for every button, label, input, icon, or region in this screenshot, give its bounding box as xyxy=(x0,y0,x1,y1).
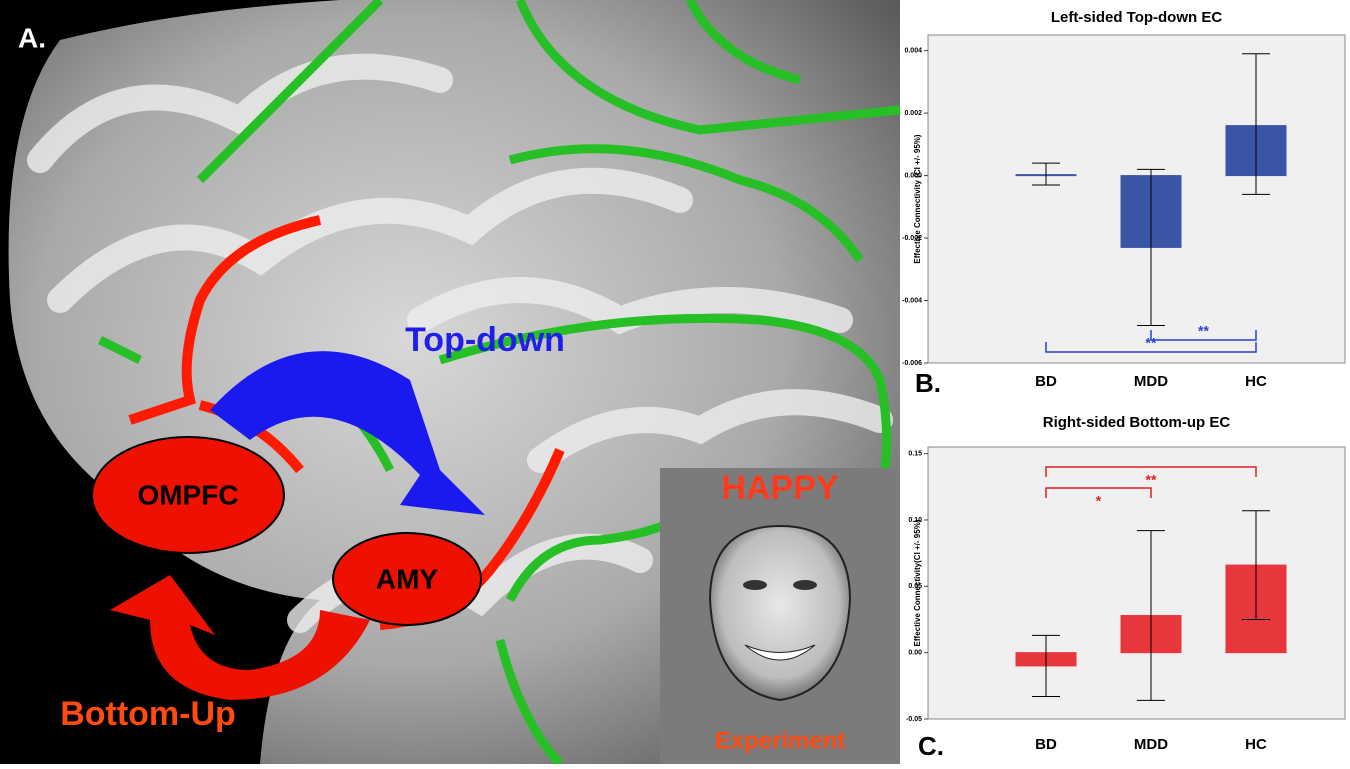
y-tick-label: 0.10 xyxy=(908,517,922,524)
top-down-label: Top-down xyxy=(405,321,565,359)
y-tick-label: -0.006 xyxy=(902,360,922,367)
chart-title: Right-sided Bottom-up EC xyxy=(1043,414,1231,431)
panel-label: A. xyxy=(18,22,46,53)
bar-chart: Left-sided Top-down EC B. Effective Connec… xyxy=(902,9,1345,398)
y-tick-label: 0.15 xyxy=(908,450,922,457)
page: {"brain_panel": {"panel_label": "A.", "t… xyxy=(0,0,1350,764)
eye xyxy=(743,580,767,590)
figure: A. Top-down OMPFC AMY Bottom-Up HAPPY Ex… xyxy=(0,0,1350,764)
x-tick-label: HC xyxy=(1245,373,1267,390)
x-tick-label: HC xyxy=(1245,736,1267,753)
y-tick-label: -0.05 xyxy=(906,716,922,723)
y-tick-label: 0.004 xyxy=(904,47,922,54)
significance-label: ** xyxy=(1146,472,1157,488)
bottom-up-label: Bottom-Up xyxy=(60,695,236,733)
significance-label: ** xyxy=(1146,335,1157,351)
x-tick-label: MDD xyxy=(1134,736,1168,753)
significance-label: ** xyxy=(1198,323,1209,339)
y-tick-label: 0.05 xyxy=(908,583,922,590)
x-tick-label: MDD xyxy=(1134,373,1168,390)
y-axis-label: Effective Connectivity (CI +/- 95%) xyxy=(913,134,922,263)
x-tick-label: BD xyxy=(1035,736,1057,753)
y-tick-label: 0.000 xyxy=(904,172,922,179)
bar-chart: Right-sided Bottom-up ECC.Effective Conn… xyxy=(906,414,1345,761)
amy-label: AMY xyxy=(376,563,439,594)
y-tick-label: 0.00 xyxy=(908,650,922,657)
emotion-label: HAPPY xyxy=(721,469,838,507)
significance-label: * xyxy=(1096,493,1102,509)
brain-panel: A. Top-down OMPFC AMY Bottom-Up HAPPY Ex… xyxy=(0,0,900,764)
y-tick-label: -0.004 xyxy=(902,297,922,304)
panel-label: B. xyxy=(915,368,941,398)
chart-title: Left-sided Top-down EC xyxy=(1051,9,1223,26)
y-tick-label: -0.002 xyxy=(902,235,922,242)
panel-label: C. xyxy=(918,731,944,761)
x-tick-label: BD xyxy=(1035,373,1057,390)
y-tick-label: 0.002 xyxy=(904,110,922,117)
ompfc-label: OMPFC xyxy=(137,479,238,510)
task-label: Experiment xyxy=(715,727,846,754)
eye xyxy=(793,580,817,590)
